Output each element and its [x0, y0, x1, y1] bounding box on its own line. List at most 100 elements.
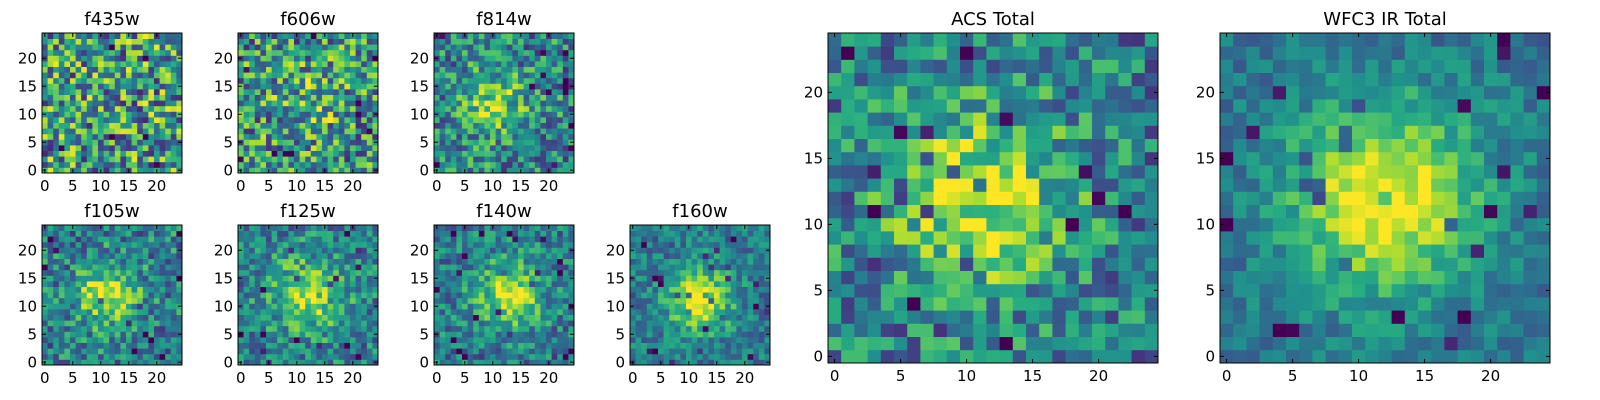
heatmap-cell — [546, 325, 552, 332]
heatmap-cell — [1131, 349, 1146, 364]
heatmap-cell — [277, 359, 284, 366]
heatmap-cell — [841, 349, 855, 364]
heatmap-cell — [546, 38, 552, 45]
heatmap-cell — [445, 292, 452, 299]
heatmap-cell — [478, 342, 485, 349]
heatmap-cell — [120, 258, 127, 265]
heatmap-cell — [310, 167, 317, 174]
heatmap-cell — [126, 111, 132, 118]
heatmap-cell — [518, 348, 524, 355]
heatmap-cell — [557, 150, 564, 157]
heatmap-cell — [243, 72, 250, 79]
heatmap-cell — [478, 167, 485, 174]
heatmap-cell — [322, 286, 328, 293]
heatmap-cell — [557, 117, 564, 123]
heatmap-cell — [165, 150, 172, 157]
heatmap-cell — [243, 156, 250, 163]
heatmap-cell — [131, 325, 138, 332]
heatmap-cell — [630, 353, 636, 360]
heatmap-cell — [98, 275, 104, 282]
heatmap-cell — [473, 225, 480, 231]
heatmap-cell — [338, 117, 345, 123]
heatmap-cell — [103, 161, 110, 168]
heatmap-cell — [176, 44, 183, 51]
heatmap-cell — [114, 348, 121, 355]
heatmap-cell — [730, 320, 737, 327]
heatmap-cell — [266, 117, 272, 123]
heatmap-cell — [86, 61, 93, 67]
heatmap-cell — [294, 253, 300, 259]
heatmap-cell — [691, 225, 698, 231]
heatmap-cell — [551, 225, 558, 231]
heatmap-cell — [75, 241, 82, 248]
heatmap-cell — [512, 38, 519, 45]
heatmap-cell — [271, 331, 278, 338]
x-tick-label: 20 — [539, 177, 558, 195]
heatmap-cell — [462, 139, 468, 146]
heatmap-cell — [154, 314, 160, 321]
heatmap-cell — [333, 258, 340, 265]
heatmap-cell — [266, 44, 272, 51]
heatmap-cell — [534, 359, 541, 366]
heatmap-cell — [355, 77, 362, 84]
heatmap-cell — [333, 230, 340, 237]
heatmap-cell — [1144, 231, 1159, 245]
heatmap-cell — [361, 133, 368, 140]
heatmap-cell — [165, 253, 172, 259]
heatmap-cell — [316, 342, 323, 349]
heatmap-cell — [534, 139, 541, 146]
heatmap-cell — [714, 292, 720, 299]
heatmap-cell — [529, 72, 536, 79]
heatmap-cell — [933, 270, 948, 285]
heatmap-cell — [512, 133, 519, 140]
heatmap-cell — [546, 133, 552, 140]
heatmap-cell — [294, 77, 300, 84]
heatmap-cell — [294, 156, 300, 163]
heatmap-cell — [702, 320, 709, 327]
heatmap-cell — [282, 94, 289, 101]
heatmap-cell — [316, 105, 323, 112]
heatmap-cell — [484, 89, 491, 95]
heatmap-cell — [736, 297, 743, 304]
heatmap-cell — [338, 33, 345, 39]
heatmap-cell — [512, 297, 519, 304]
heatmap-cell — [126, 145, 132, 151]
heatmap-cell — [327, 236, 334, 243]
heatmap-cell — [933, 283, 948, 298]
heatmap-cell — [322, 77, 328, 84]
heatmap-cell — [719, 286, 726, 293]
heatmap-cell — [490, 275, 496, 282]
heatmap-cell — [506, 139, 513, 146]
heatmap-cell — [148, 161, 155, 168]
heatmap-cell — [518, 61, 524, 67]
heatmap-cell — [434, 325, 440, 332]
heatmap-cell — [114, 342, 121, 349]
heatmap-cell — [742, 286, 748, 293]
heatmap-cell — [260, 55, 267, 62]
heatmap-cell — [126, 337, 132, 343]
heatmap-cell — [697, 359, 704, 366]
heatmap-cell — [518, 66, 524, 73]
heatmap-cell — [434, 128, 440, 135]
heatmap-cell — [529, 145, 536, 151]
heatmap-cell — [47, 286, 54, 293]
heatmap-cell — [686, 230, 692, 237]
heatmap-cell — [254, 359, 261, 366]
heatmap-cell — [534, 275, 541, 282]
heatmap-cell — [691, 342, 698, 349]
heatmap-cell — [238, 297, 244, 304]
heatmap-cell — [518, 105, 524, 112]
heatmap-cell — [243, 38, 250, 45]
heatmap-cell — [114, 111, 121, 118]
heatmap-cell — [120, 253, 127, 259]
heatmap-cell — [64, 150, 71, 157]
heatmap-cell — [1092, 336, 1106, 351]
heatmap-cell — [747, 337, 754, 343]
heatmap-cell — [47, 55, 54, 62]
heatmap-cell — [126, 117, 132, 123]
heatmap-cell — [753, 297, 760, 304]
heatmap-cell — [355, 49, 362, 56]
heatmap-cell — [243, 247, 250, 254]
heatmap-cell — [120, 139, 127, 146]
heatmap-cell — [310, 348, 317, 355]
